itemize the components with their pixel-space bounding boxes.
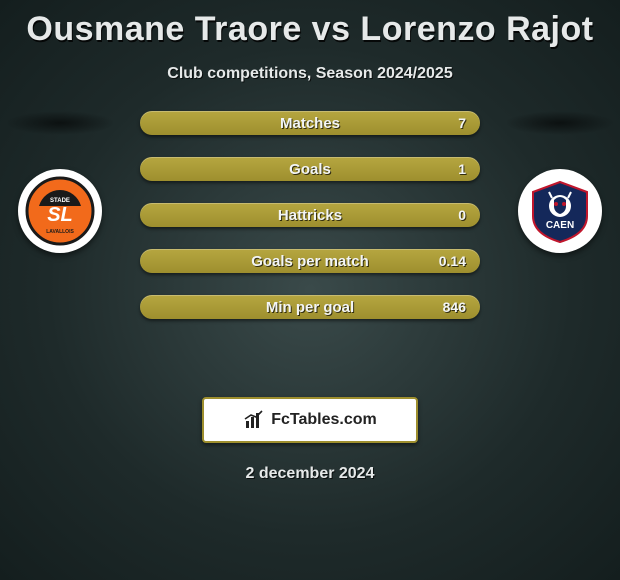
page-title: Ousmane Traore vs Lorenzo Rajot	[0, 0, 620, 49]
stat-bar-goals-per-match: Goals per match 0.14	[140, 249, 480, 273]
player-silhouette-shadow	[505, 111, 615, 135]
brand-text: FcTables.com	[271, 411, 377, 429]
chart-icon	[243, 409, 265, 431]
stat-value: 1	[458, 157, 466, 181]
svg-text:SL: SL	[47, 204, 73, 226]
left-club-badge: STADE SL LAVALLOIS	[18, 169, 102, 253]
stat-value: 0.14	[439, 249, 466, 273]
brand-badge[interactable]: FcTables.com	[202, 397, 418, 443]
svg-text:LAVALLOIS: LAVALLOIS	[46, 229, 74, 235]
caen-badge-icon: CAEN	[525, 176, 595, 246]
lavallois-badge-icon: STADE SL LAVALLOIS	[25, 176, 95, 246]
stat-bar-goals: Goals 1	[140, 157, 480, 181]
stat-label: Goals per match	[140, 249, 480, 273]
stat-label: Matches	[140, 111, 480, 135]
stat-bar-matches: Matches 7	[140, 111, 480, 135]
stat-value: 7	[458, 111, 466, 135]
stat-value: 846	[443, 295, 466, 319]
stat-label: Min per goal	[140, 295, 480, 319]
stat-value: 0	[458, 203, 466, 227]
right-player-column: CAEN	[500, 111, 620, 253]
stat-bar-hattricks: Hattricks 0	[140, 203, 480, 227]
footer-date: 2 december 2024	[0, 465, 620, 483]
stat-label: Goals	[140, 157, 480, 181]
stat-label: Hattricks	[140, 203, 480, 227]
stat-bar-min-per-goal: Min per goal 846	[140, 295, 480, 319]
left-player-column: STADE SL LAVALLOIS	[0, 111, 120, 253]
comparison-stage: STADE SL LAVALLOIS CAEN Matches 7	[0, 111, 620, 371]
svg-text:CAEN: CAEN	[546, 220, 574, 231]
page-subtitle: Club competitions, Season 2024/2025	[0, 65, 620, 83]
right-club-badge: CAEN	[518, 169, 602, 253]
player-silhouette-shadow	[5, 111, 115, 135]
stat-bars: Matches 7 Goals 1 Hattricks 0 Goals per …	[140, 111, 480, 319]
